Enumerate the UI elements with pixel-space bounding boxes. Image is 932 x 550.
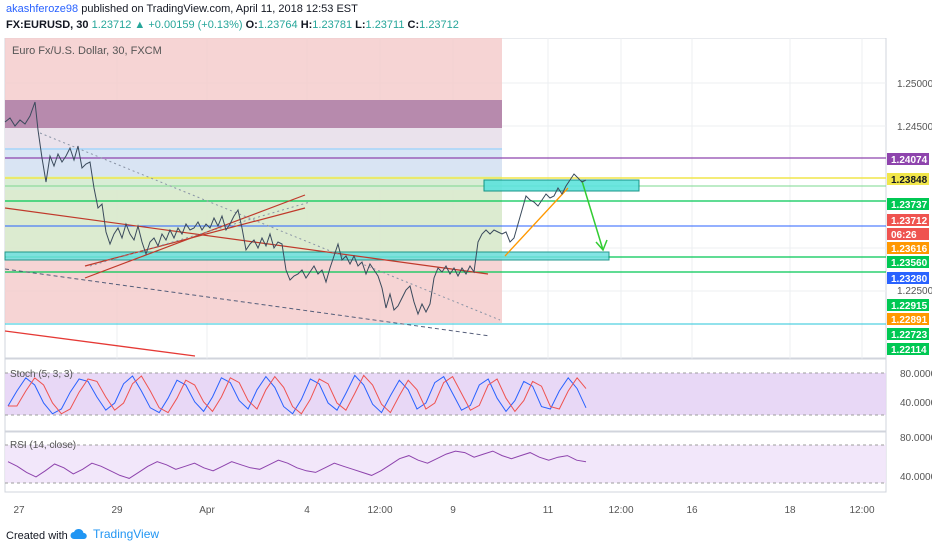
rsi-tick: 40.0000: [900, 472, 932, 483]
time-tick: 12:00: [608, 505, 633, 516]
price-candles: [4, 101, 587, 316]
price-tick: 1.24500: [897, 122, 932, 133]
stoch-d-line: [8, 374, 587, 415]
price-tick: 1.25000: [897, 79, 932, 90]
open-label: O:: [245, 19, 258, 31]
price-label-tag: 06:26: [887, 228, 929, 241]
chart-title: Euro Fx/U.S. Dollar, 30, FXCM: [12, 45, 162, 57]
price-label-text: 1.23280: [891, 274, 928, 285]
time-tick: 11: [543, 505, 554, 516]
price-label-text: 1.24074: [891, 155, 928, 166]
close-label: C:: [407, 19, 420, 31]
price-label-tag: 1.22114: [887, 343, 929, 356]
time-tick: 27: [13, 505, 25, 516]
open-value: 1.23764: [257, 19, 298, 31]
green-zone: [5, 176, 502, 258]
published-text: published on TradingView.com, April 11, …: [81, 3, 358, 15]
time-tick: 4: [304, 505, 310, 516]
projection-arrow[interactable]: [581, 180, 608, 252]
stoch-tick: 40.0000: [900, 398, 932, 409]
time-tick: 9: [450, 505, 456, 516]
price-label-text: 1.22891: [891, 315, 928, 326]
price-label-text: 1.22915: [891, 301, 928, 312]
last-price: 1.23712: [91, 19, 132, 31]
price-label-tag: 1.22891: [887, 313, 929, 326]
change-value: +0.00159 (+0.13%): [148, 19, 243, 31]
time-tick: 12:00: [367, 505, 392, 516]
price-label-tag: 1.23848: [887, 173, 929, 186]
high-value: 1.23781: [312, 19, 353, 31]
rsi-band: [5, 445, 886, 483]
up-arrow-icon: ▲: [134, 19, 146, 31]
price-label-tag: 1.23712: [887, 214, 929, 227]
high-label: H:: [300, 19, 313, 31]
author-link[interactable]: akashferoze98: [6, 3, 79, 15]
price-label-tag: 1.23280: [887, 272, 929, 285]
price-label-text: 1.23560: [891, 258, 928, 269]
price-labels: 1.24074 1.23848 1.23737 1.23712 06:26 1.23616…: [887, 153, 929, 356]
tradingview-cloud-icon: [70, 528, 87, 539]
price-label-text: 1.22723: [891, 330, 928, 341]
price-label-tag: 1.24074: [887, 153, 929, 166]
low-label: L:: [355, 19, 366, 31]
rsi-label: RSI (14, close): [10, 440, 76, 451]
chart-header: akashferoze98 published on TradingView.c…: [0, 0, 932, 38]
stoch-label: Stoch (5, 3, 3): [10, 369, 73, 380]
time-tick: 29: [111, 505, 123, 516]
price-label-text: 1.22114: [891, 345, 927, 356]
price-label-text: 1.23848: [891, 175, 928, 186]
symbol-label: FX:EURUSD, 30: [6, 19, 89, 31]
time-axis[interactable]: 27 29 Apr 4 12:00 9 11 12:00 16 18 12:00: [13, 505, 875, 516]
price-label-text: 06:26: [891, 230, 917, 241]
purple-zone: [5, 100, 502, 128]
price-label-tag: 1.23616: [887, 242, 929, 255]
price-label-text: 1.23616: [891, 244, 928, 255]
stoch-tick: 80.0000: [900, 369, 932, 380]
demand-box[interactable]: [4, 251, 610, 261]
ohlc-line: FX:EURUSD, 30 1.23712 ▲ +0.00159 (+0.13%…: [6, 19, 459, 31]
price-label-tag: 1.22723: [887, 328, 929, 341]
time-tick: 12:00: [849, 505, 874, 516]
rsi-line: [7, 450, 587, 479]
trend-lines[interactable]: [4, 132, 569, 357]
created-with-text: Created with: [6, 530, 68, 542]
chart-canvas[interactable]: 1.25000 1.24500 1.22500 1.240741.238481.…: [0, 38, 932, 522]
price-label-tag: 1.23737: [887, 198, 929, 211]
price-label-tag: 1.22915: [887, 299, 929, 312]
tradingview-brand-label: TradingView: [93, 527, 160, 541]
rsi-tick: 80.0000: [900, 433, 932, 444]
time-tick: Apr: [199, 505, 215, 516]
time-tick: 18: [784, 505, 796, 516]
price-label-text: 1.23712: [891, 216, 928, 227]
footer: Created with TradingView: [0, 522, 932, 550]
low-value: 1.23711: [365, 19, 405, 31]
price-label-tag: 1.23560: [887, 256, 929, 269]
close-value: 1.23712: [419, 19, 459, 31]
price-label-text: 1.23737: [891, 200, 928, 211]
price-tick: 1.22500: [897, 286, 932, 297]
supply-box[interactable]: [483, 179, 640, 192]
tradingview-brand[interactable]: TradingView: [70, 527, 159, 541]
time-tick: 16: [686, 505, 698, 516]
price-axis[interactable]: 1.25000 1.24500 1.22500: [897, 79, 932, 297]
stoch-k-line: [7, 374, 587, 415]
publish-line: akashferoze98 published on TradingView.c…: [6, 3, 358, 15]
